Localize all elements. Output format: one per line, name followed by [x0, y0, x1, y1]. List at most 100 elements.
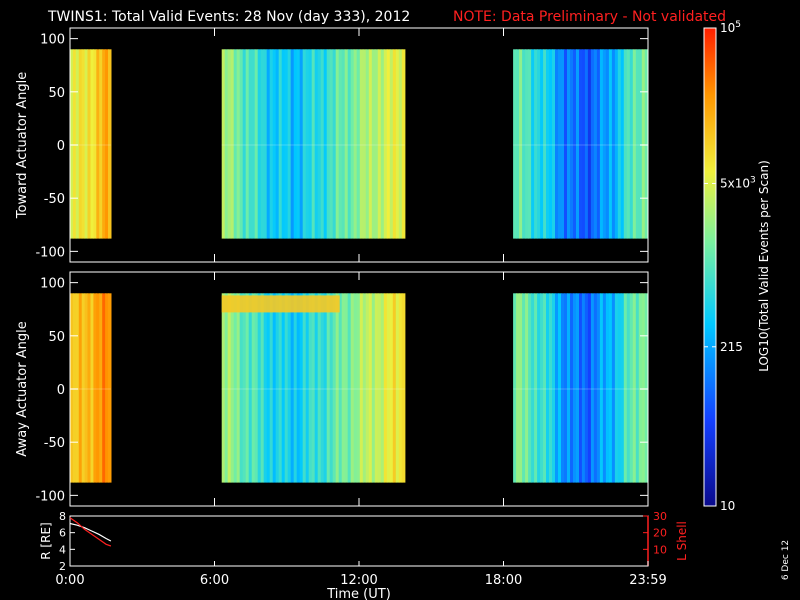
heatmap-column [233, 49, 238, 239]
heatmap-column [221, 293, 226, 483]
heatmap-column [290, 293, 295, 483]
colorbar-gradient [703, 27, 717, 507]
heatmap-column [227, 49, 232, 239]
heatmap-column [221, 49, 226, 239]
heatmap-column [605, 49, 610, 239]
heatmap-column [632, 293, 637, 483]
heatmap-column [263, 293, 268, 483]
heatmap-column [567, 293, 571, 483]
data-block [70, 293, 112, 483]
heatmap-column [623, 49, 628, 239]
heatmap-column [248, 49, 253, 239]
heatmap-column [611, 293, 616, 483]
heatmap-column [579, 49, 583, 239]
heatmap-column [584, 293, 589, 483]
heatmap-column [540, 49, 544, 239]
heatmap-column [323, 49, 328, 239]
heatmap-column [78, 49, 83, 239]
heatmap-column [534, 293, 538, 483]
heatmap-column [287, 293, 292, 483]
heatmap-column [347, 49, 352, 239]
heatmap-column [350, 293, 355, 483]
heatmap-column [368, 49, 373, 239]
heatmap-column [233, 293, 238, 483]
x-axis-label: Time (UT) [326, 587, 391, 600]
heatmap-column [555, 49, 559, 239]
toward-panel: 100 50 0 -50 -100 Toward Actuator Angle [15, 27, 649, 263]
heatmap-column [564, 293, 568, 483]
heatmap-column [519, 293, 523, 483]
heatmap-column [102, 293, 106, 483]
series-line-r [69, 522, 112, 542]
heatmap-column [353, 49, 358, 239]
heatmap-column [278, 49, 283, 239]
heatmap-column [605, 293, 610, 483]
heatmap-column [90, 293, 94, 483]
heatmap-column [332, 49, 337, 239]
x-tick-label: 12:00 [340, 573, 377, 588]
heatmap-column [558, 293, 562, 483]
heatmap-column [377, 293, 382, 483]
heatmap-column [522, 293, 526, 483]
heatmap-column [389, 293, 394, 483]
ephemeris-panel: 2 4 6 8 10 20 30 0:00 6:00 12:00 18:00 23:59 Time (U… [39, 510, 689, 600]
heatmap-column [308, 293, 313, 483]
heatmap-column [102, 49, 106, 239]
heatmap-column [266, 49, 271, 239]
heatmap-column [602, 293, 607, 483]
heatmap-column [284, 293, 289, 483]
heatmap-column [278, 293, 283, 483]
heatmap-column [242, 293, 247, 483]
heatmap-column [81, 293, 86, 483]
heatmap-column [626, 293, 631, 483]
heatmap-column [516, 293, 520, 483]
heatmap-column [293, 49, 298, 239]
heatmap-column [320, 49, 325, 239]
heatmap-column [70, 49, 74, 239]
heatmap-column [392, 49, 397, 239]
heatmap-column [311, 49, 316, 239]
heatmap-column [576, 293, 580, 483]
heatmap-column [576, 49, 580, 239]
heatmap-column [596, 49, 601, 239]
y-tick-label: 4 [59, 543, 66, 556]
heatmap-column [347, 293, 352, 483]
heatmap-column [281, 49, 286, 239]
heatmap-column [629, 49, 634, 239]
heatmap-column [338, 293, 343, 483]
heatmap-column [587, 293, 592, 483]
heatmap-column [230, 293, 235, 483]
data-block [513, 49, 649, 239]
heatmap-column [602, 49, 607, 239]
x-tick-label: 23:59 [629, 573, 666, 588]
heatmap-column [293, 293, 298, 483]
heatmap-column [386, 293, 391, 483]
colorbar-label: LOG10(Total Valid Events per Scan) [757, 160, 771, 372]
x-tick-label: 18:00 [485, 573, 522, 588]
heatmap-column [623, 293, 628, 483]
heatmap-column [87, 49, 91, 239]
y-tick-label: 100 [40, 277, 65, 292]
heatmap-column [525, 49, 529, 239]
heatmap-column [87, 293, 91, 483]
heatmap-column [239, 49, 244, 239]
heatmap-column [344, 293, 349, 483]
heatmap-column [599, 49, 604, 239]
heatmap-column [245, 49, 250, 239]
heatmap-column [72, 49, 77, 239]
heatmap-column [269, 293, 274, 483]
y-tick-label: -50 [44, 436, 65, 451]
y-axis-label: R [RE] [39, 522, 53, 559]
heatmap-column [543, 49, 547, 239]
heatmap-column [635, 49, 640, 239]
heatmap-column [248, 293, 253, 483]
heatmap-column [561, 49, 565, 239]
heatmap-column [332, 293, 337, 483]
heatmap-column [257, 49, 262, 239]
heatmap-column [635, 293, 640, 483]
heatmap-column [359, 293, 364, 483]
heatmap-column [620, 49, 625, 239]
heatmap-column [617, 49, 622, 239]
colorbar-tick-label: 215 [720, 340, 743, 354]
